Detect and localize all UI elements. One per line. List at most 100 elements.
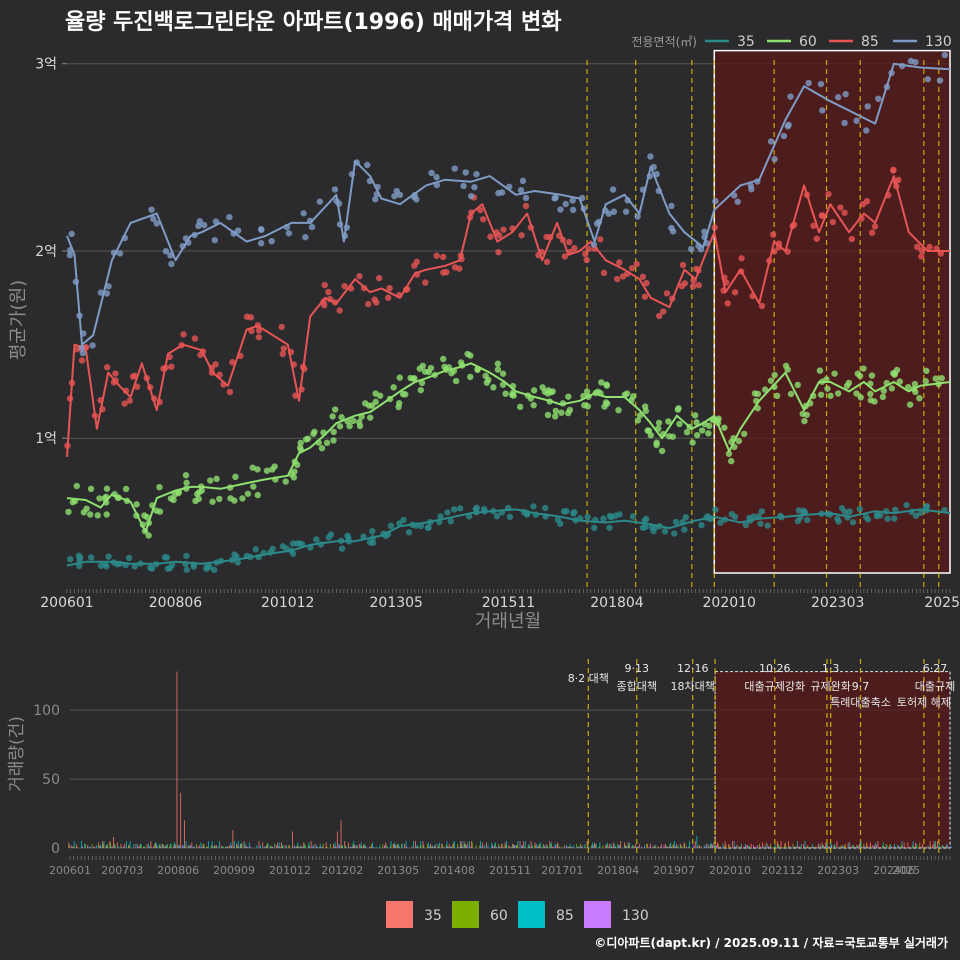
chart-title: 율량 두진백로그린타운 아파트(1996) 매매가격 변화 xyxy=(65,10,562,35)
volume-bar-85 xyxy=(748,845,750,848)
price-point-85 xyxy=(890,166,897,174)
price-point-60 xyxy=(396,400,403,407)
price-x-tick-label: 201012 xyxy=(261,595,314,611)
volume-bar-85 xyxy=(950,846,951,848)
price-point-60 xyxy=(794,381,801,389)
volume-bar-60 xyxy=(419,845,421,848)
price-point-60 xyxy=(735,437,743,445)
volume-bar-60 xyxy=(524,846,525,848)
volume-bar-130 xyxy=(715,845,717,848)
price-point-85 xyxy=(926,243,933,251)
price-point-60 xyxy=(817,391,825,398)
volume-bar-85 xyxy=(655,845,657,848)
volume-bar-60 xyxy=(360,845,361,848)
volume-bar-60 xyxy=(718,843,719,848)
volume-bar-85 xyxy=(345,846,347,848)
volume-bar-130 xyxy=(950,846,952,848)
price-point-35 xyxy=(856,505,864,513)
volume-bar-85 xyxy=(468,841,470,848)
price-point-60 xyxy=(658,447,666,455)
volume-bar-35 xyxy=(802,843,804,848)
volume-bar-85 xyxy=(633,845,634,848)
volume-bar-130 xyxy=(309,846,311,848)
volume-bar-35 xyxy=(161,843,163,848)
volume-bar-60 xyxy=(796,846,798,848)
price-point-60 xyxy=(655,419,663,427)
volume-bar-85 xyxy=(88,846,90,848)
volume-x-tick-label: 200703 xyxy=(101,864,143,877)
volume-bar-35 xyxy=(202,843,204,848)
volume-bar-130 xyxy=(667,846,669,848)
volume-bar-60 xyxy=(229,846,231,848)
price-point-35 xyxy=(493,512,501,520)
volume-bar-60 xyxy=(91,843,93,848)
price-point-35 xyxy=(451,506,458,513)
price-point-35 xyxy=(862,513,870,520)
volume-bar-60 xyxy=(386,845,387,848)
volume-x-tick-label: 201511 xyxy=(489,864,531,877)
price-point-130 xyxy=(787,93,794,100)
volume-bar-85 xyxy=(595,843,597,848)
price-point-35 xyxy=(183,552,190,560)
price-point-85 xyxy=(724,300,731,307)
volume-bar-85 xyxy=(398,843,399,848)
price-point-85 xyxy=(371,296,378,303)
volume-bar-60 xyxy=(169,843,171,848)
price-y-tick-label: 3억 xyxy=(35,57,57,73)
price-point-85 xyxy=(422,279,429,286)
volume-bar-35 xyxy=(116,842,118,848)
price-point-60 xyxy=(916,394,923,402)
volume-bar-85 xyxy=(565,845,567,848)
price-point-60 xyxy=(705,430,712,437)
volume-bar-130 xyxy=(865,846,866,848)
price-point-60 xyxy=(254,491,261,499)
price-point-85 xyxy=(583,256,590,264)
volume-bar-130 xyxy=(100,846,102,848)
volume-bar-85 xyxy=(465,843,467,848)
volume-bar-60 xyxy=(647,843,648,848)
price-point-60 xyxy=(834,390,842,397)
price-point-60 xyxy=(689,439,696,446)
volume-bar-35 xyxy=(844,845,845,848)
volume-bar-35 xyxy=(299,846,301,848)
volume-bar-130 xyxy=(637,846,639,848)
volume-bar-35 xyxy=(862,846,864,848)
volume-bar-35 xyxy=(482,842,484,848)
price-point-35 xyxy=(750,513,757,520)
volume-bar-35 xyxy=(538,845,540,848)
price-point-60 xyxy=(390,384,397,391)
price-point-85 xyxy=(386,284,393,292)
price-point-60 xyxy=(73,482,80,490)
volume-bar-130 xyxy=(812,846,814,848)
volume-legend-item-35: 35 xyxy=(386,901,442,928)
price-point-60 xyxy=(448,370,455,377)
volume-bar-60 xyxy=(710,845,712,848)
volume-bar-130 xyxy=(432,846,434,848)
volume-bar-85 xyxy=(144,846,146,848)
volume-bar-85 xyxy=(681,846,683,848)
volume-bar-85 xyxy=(927,845,929,848)
price-point-85 xyxy=(643,279,650,287)
price-point-85 xyxy=(112,370,119,377)
price-point-35 xyxy=(369,528,376,535)
volume-bar-60 xyxy=(844,843,846,848)
price-point-35 xyxy=(629,513,637,520)
volume-bar-130 xyxy=(294,846,296,848)
volume-bar-35 xyxy=(355,845,357,848)
volume-bar-35 xyxy=(120,843,122,848)
price-point-85 xyxy=(229,359,236,366)
volume-bar-60 xyxy=(341,845,343,848)
price-point-60 xyxy=(311,428,318,435)
volume-bar-35 xyxy=(672,845,674,848)
volume-bar-85 xyxy=(711,842,713,848)
volume-bar-35 xyxy=(933,841,935,848)
volume-bar-85 xyxy=(301,846,302,848)
volume-bar-130 xyxy=(626,846,628,848)
price-point-35 xyxy=(912,512,920,520)
volume-bar-35 xyxy=(333,843,334,848)
volume-bar-130 xyxy=(443,846,445,848)
volume-bar-35 xyxy=(665,843,666,848)
volume-bar-130 xyxy=(521,845,523,848)
volume-bar-35 xyxy=(784,843,786,848)
